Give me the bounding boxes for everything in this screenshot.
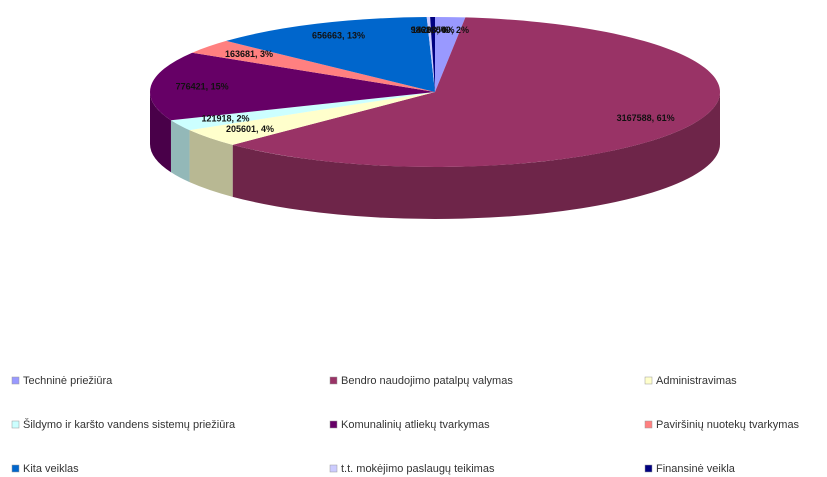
data-label: 88540, 2%: [426, 25, 469, 35]
data-label: 163681, 3%: [225, 49, 273, 59]
legend-label: Kita veiklas: [23, 463, 79, 475]
data-label: 14208, 0%: [411, 25, 454, 35]
data-label: 121918, 2%: [202, 114, 250, 124]
slice: [192, 40, 435, 92]
legend-swatch: [644, 420, 653, 429]
data-label: 776421, 15%: [176, 81, 229, 91]
slice: [435, 17, 466, 92]
slice-side: [232, 92, 720, 220]
data-label: 9861, 0%: [411, 25, 449, 35]
legend-swatch: [11, 464, 20, 473]
slice: [226, 17, 435, 92]
legend-label: Šildymo ir karšto vandens sistemų prieži…: [23, 418, 236, 431]
legend-swatch: [644, 376, 653, 385]
data-label: 205601, 4%: [226, 124, 274, 134]
data-label: 3167588, 61%: [617, 113, 675, 123]
legend-swatch: [329, 376, 338, 385]
slice: [170, 92, 436, 131]
legend-label: Techninė priežiūra: [23, 375, 113, 387]
legend-label: Administravimas: [656, 375, 737, 387]
legend-label: Paviršinių nuotekų tvarkymas: [656, 419, 800, 431]
legend-label: t.t. mokėjimo paslaugų teikimas: [341, 463, 495, 475]
slice: [426, 17, 435, 92]
legend-label: Komunalinių atliekų tvarkymas: [341, 419, 490, 431]
slice: [232, 17, 720, 168]
legend-swatch: [11, 420, 20, 429]
legend-label: Finansinė veikla: [656, 463, 736, 475]
data-label: 656663, 13%: [312, 30, 365, 40]
legend-label: Bendro naudojimo patalpų valymas: [341, 375, 513, 387]
slice-side: [189, 130, 233, 197]
slice-side: [170, 120, 190, 183]
legend-swatch: [329, 420, 338, 429]
legend-swatch: [644, 464, 653, 473]
legend-swatch: [11, 376, 20, 385]
slice: [189, 92, 435, 145]
slice: [430, 17, 435, 92]
slice: [149, 52, 435, 121]
legend-swatch: [329, 464, 338, 473]
slice-side: [150, 92, 171, 173]
